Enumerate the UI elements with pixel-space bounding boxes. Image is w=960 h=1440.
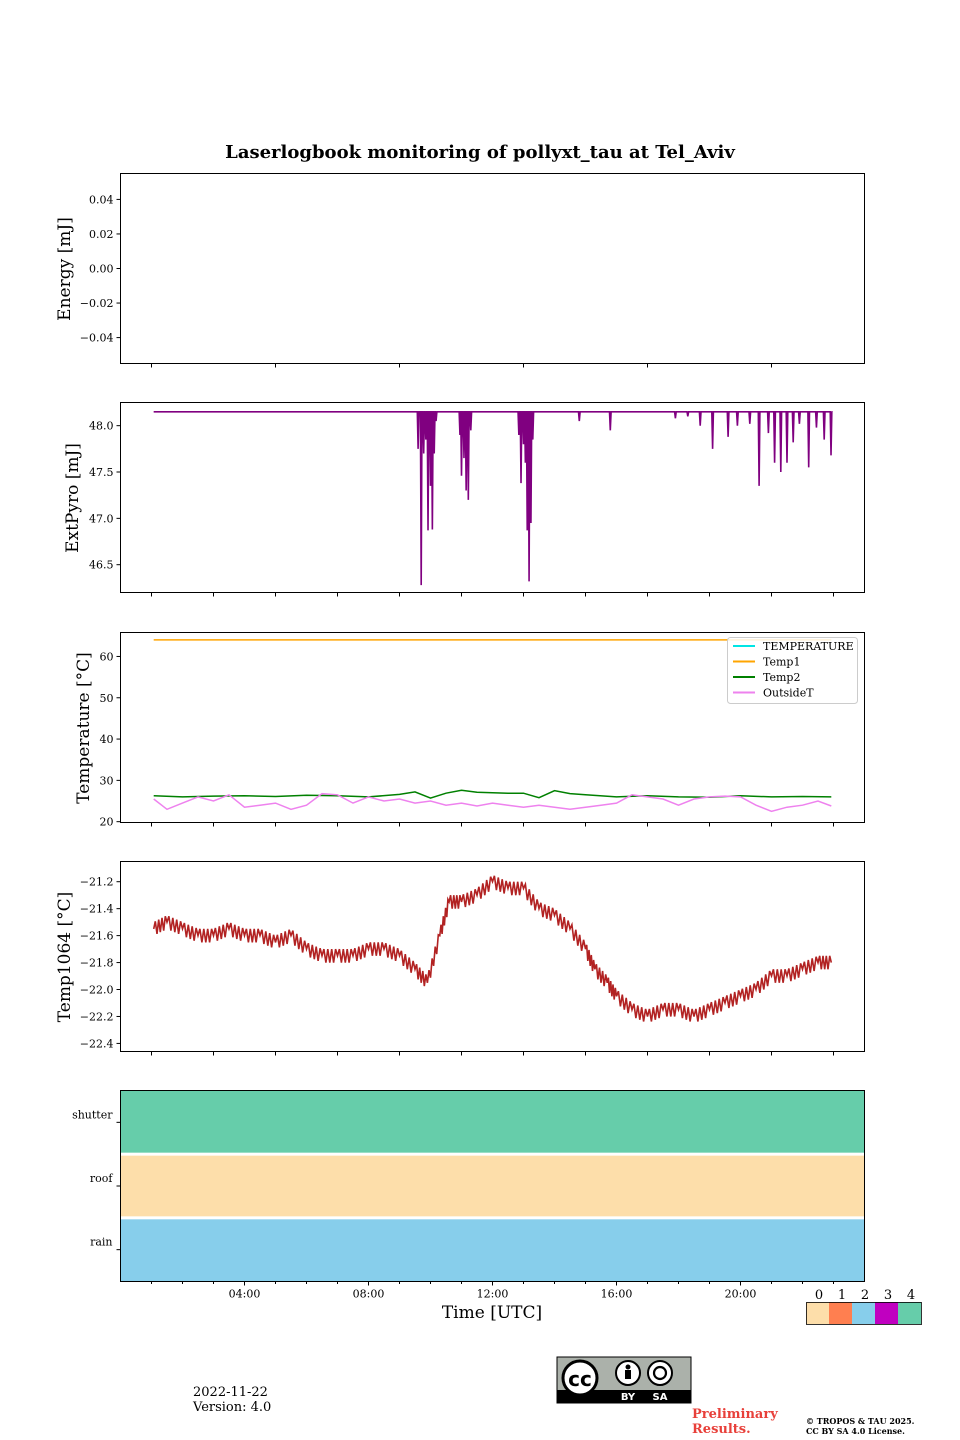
energy-ytick-label: 0.02: [89, 228, 114, 241]
temperature-axes-frame: [120, 632, 865, 823]
status-row-shutter: [120, 1090, 865, 1153]
extpyro-ylabel: ExtPyro [mJ]: [63, 443, 83, 553]
temperature-ylabel: Temperature [°C]: [74, 652, 94, 804]
footer-date: 2022-11-22: [193, 1385, 268, 1400]
temperature-ytick-label: 20: [100, 816, 114, 829]
energy-ylabel: Energy [mJ]: [55, 217, 75, 321]
temperature-ytick-label: 50: [100, 692, 114, 705]
status-xlabel: Time [UTC]: [442, 1303, 542, 1323]
colorbar-swatch: [829, 1302, 852, 1324]
status-xtick-label: 12:00: [477, 1288, 509, 1301]
temperature-series-outsidet: [153, 792, 832, 813]
colorbar-label: 3: [884, 1288, 892, 1303]
status-row-roof: [120, 1155, 865, 1217]
extpyro-ytick-label: 46.5: [89, 559, 114, 572]
extpyro-series-line: [153, 410, 833, 586]
extpyro-axes-frame: [120, 402, 865, 593]
legend-label-temp2: Temp2: [763, 671, 800, 684]
temp1064-ytick-label: −22.0: [80, 984, 114, 997]
footer-version: Version: 4.0: [192, 1400, 271, 1415]
colorbar-frame: [806, 1302, 922, 1325]
copyright-line2: CC BY SA 4.0 License.: [806, 1426, 905, 1436]
extpyro-panel: ExtPyro [mJ] 48.0 47.5 47.0 46.5: [63, 402, 865, 597]
temp1064-series-line: [152, 875, 833, 1022]
colorbar-swatch: [898, 1302, 921, 1324]
temp1064-ytick-label: −22.4: [80, 1037, 114, 1050]
legend-frame: [727, 637, 858, 704]
extpyro-ytick-label: 47.0: [89, 512, 114, 525]
temp1064-ytick-label: −21.8: [80, 957, 114, 970]
energy-ytick-label: 0.04: [89, 193, 114, 206]
cc-license-badge: cc BY SA: [556, 1356, 692, 1404]
temp1064-ytick-label: −21.4: [80, 903, 114, 916]
colorbar-swatch: [875, 1302, 898, 1324]
status-xtick-label: 04:00: [229, 1288, 261, 1301]
energy-panel: Energy [mJ] 0.04 0.02 0.00 −0.02 −0.04: [55, 173, 865, 368]
energy-ytick-label: −0.04: [80, 332, 114, 345]
temp1064-panel: Temp1064 [°C] −21.2 −21.4 −21.6 −21.8 −22.0 −…: [55, 861, 865, 1056]
legend-label-temp1: Temp1: [763, 656, 800, 669]
energy-ytick-label: 0.00: [89, 263, 114, 276]
legend-label-outsidet: OutsideT: [763, 687, 814, 700]
status-xtick-label: 08:00: [353, 1288, 385, 1301]
colorbar-label: 2: [861, 1288, 869, 1303]
legend-label-temperature: TEMPERATURE: [763, 640, 854, 653]
temp1064-ytick-label: −22.2: [80, 1010, 114, 1023]
temperature-legend: TEMPERATURE Temp1 Temp2 OutsideT: [727, 637, 858, 704]
temp1064-axes-frame: [120, 861, 865, 1052]
chart-title: Laserlogbook monitoring of pollyxt_tau a…: [225, 142, 735, 163]
temperature-ytick-label: 60: [100, 650, 114, 663]
status-row-label-rain: rain: [90, 1236, 112, 1249]
extpyro-ytick-label: 47.5: [89, 466, 114, 479]
preliminary-label-line1: Preliminary: [692, 1407, 778, 1422]
sa-icon: [647, 1360, 673, 1386]
status-row-label-shutter: shutter: [72, 1108, 113, 1121]
colorbar-label: 1: [838, 1288, 846, 1303]
preliminary-label-line2: Results.: [692, 1422, 751, 1437]
status-row-label-roof: roof: [90, 1172, 114, 1185]
cc-icon-label: cc: [568, 1367, 592, 1391]
energy-ytick-label: −0.02: [80, 297, 114, 310]
temp1064-ytick-label: −21.2: [80, 876, 114, 889]
temp1064-ylabel: Temp1064 [°C]: [55, 892, 75, 1023]
colorbar-label: 0: [815, 1288, 823, 1303]
cc-icon: [561, 1359, 599, 1397]
copyright-line1: © TROPOS & TAU 2025.: [806, 1416, 915, 1426]
temperature-series-temp2: [153, 789, 832, 799]
status-panel: shutter roof rain 04:00 08:00 12:00 16:00 20:0…: [72, 1090, 865, 1323]
status-xtick-label: 20:00: [725, 1288, 757, 1301]
sa-label: SA: [653, 1392, 668, 1403]
extpyro-ytick-label: 48.0: [89, 420, 114, 433]
energy-axes-frame: [120, 173, 865, 364]
colorbar-swatch: [852, 1302, 875, 1324]
by-label: BY: [621, 1392, 636, 1403]
colorbar-label: 4: [907, 1288, 915, 1303]
temperature-ytick-label: 30: [100, 774, 114, 787]
status-xtick-label: 16:00: [601, 1288, 633, 1301]
colorbar-swatch: [806, 1302, 829, 1324]
status-row-rain: [120, 1219, 865, 1282]
temperature-ytick-label: 40: [100, 733, 114, 746]
temp1064-ytick-label: −21.6: [80, 930, 114, 943]
